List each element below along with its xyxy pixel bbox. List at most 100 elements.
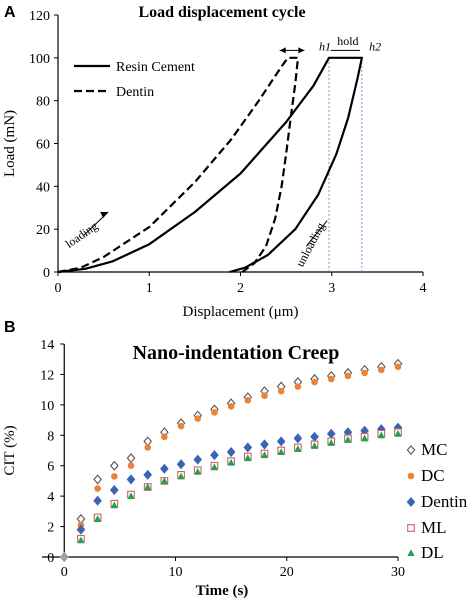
annotation-loading: loading: [63, 219, 101, 251]
y-tick-label: 4: [47, 490, 54, 505]
series-point-dc: [311, 378, 318, 386]
series-point-dl: [210, 463, 219, 471]
legend-marker: [406, 444, 416, 456]
legend-label: DL: [421, 543, 444, 562]
y-axis-title: Load (mN): [2, 110, 18, 177]
x-tick-label: 30: [391, 565, 405, 580]
x-tick-label: 0: [55, 281, 62, 296]
y-tick-label: 14: [40, 338, 54, 353]
series-point-dc: [244, 396, 252, 404]
x-tick-label: 3: [328, 281, 335, 296]
series-point-dl: [77, 536, 85, 544]
y-tick-label: 0: [43, 266, 50, 281]
annotation-h2: h2: [369, 39, 381, 53]
legend-marker: [407, 524, 415, 532]
series-point-dentin: [310, 431, 319, 442]
series-point-dc: [378, 366, 385, 374]
x-tick-label: 0: [61, 565, 68, 580]
legend-label: DC: [421, 466, 445, 485]
unloading-arrow: [305, 220, 328, 247]
series-point-dentin: [109, 485, 119, 496]
series-point-dl: [361, 434, 369, 442]
series-point-dentin: [260, 439, 269, 450]
series-point-dc: [327, 375, 335, 383]
legend-label: ML: [421, 518, 447, 537]
panel-label-a: A: [4, 4, 16, 21]
y-tick-label: 2: [47, 521, 54, 536]
series-point-dc: [94, 485, 101, 492]
series-point-dl: [310, 442, 319, 449]
panel-a: A Load displacement cycle 0 20 40 60 80 100 120 0…: [2, 4, 427, 320]
y-tick-label: 20: [36, 223, 50, 238]
legend-label: Resin Cement: [116, 60, 195, 75]
series-point-dl: [344, 436, 352, 443]
dentin-hold-arrowhead: [279, 47, 286, 54]
series-point-dentin: [160, 463, 169, 474]
y-tick-label: 100: [29, 52, 50, 67]
chart-title: Load displacement cycle: [138, 4, 305, 21]
series-point-dl: [377, 431, 385, 439]
y-tick-label: 80: [36, 95, 50, 110]
series-point-dentin: [293, 433, 303, 444]
y-tick-label: 40: [36, 180, 50, 195]
series-point-dentin: [176, 459, 186, 470]
series-point-dl: [194, 468, 202, 475]
series-point-dl: [277, 448, 285, 456]
series-point-dl: [59, 551, 69, 563]
series-point-dc: [144, 444, 151, 451]
x-axis-title: Displacement (μm): [183, 304, 299, 320]
series-point-dl: [127, 492, 135, 500]
loading-arrowhead: [100, 212, 109, 219]
series-point-dentin: [76, 524, 86, 535]
annotation-hold: hold: [337, 34, 358, 48]
x-axis-title: Time (s): [196, 583, 249, 599]
series-point-dc: [127, 462, 135, 470]
chart-title: Nano-indentation Creep: [133, 342, 340, 364]
series-line-dentin: [57, 56, 300, 274]
series-point-dentin: [226, 446, 236, 458]
series-point-dl: [94, 515, 102, 522]
series-point-dc: [177, 422, 185, 430]
series-point-dl: [244, 454, 252, 462]
series-point-dl: [327, 439, 335, 446]
annotation-h1: h1: [319, 39, 331, 53]
y-tick-label: 6: [47, 460, 54, 475]
legend-label: MC: [421, 440, 447, 459]
series-point-dc: [227, 403, 235, 410]
series-point-dl: [227, 458, 235, 466]
series-point-dentin: [276, 436, 286, 447]
legend-marker: [407, 549, 415, 556]
x-tick-label: 1: [146, 281, 153, 296]
series-point-dentin: [326, 428, 336, 439]
series-point-dl: [110, 501, 118, 509]
series-point-dentin: [93, 495, 102, 506]
annotation-unloading: unloading: [293, 220, 328, 269]
series-point-dl: [294, 445, 302, 452]
series-point-dc: [111, 473, 118, 480]
series-point-dl: [160, 477, 168, 484]
series-point-dentin: [193, 454, 203, 465]
series-point-mc: [93, 474, 102, 485]
y-tick-label: 8: [47, 429, 54, 444]
legend-label: Dentin: [421, 492, 468, 511]
panel-label-b: B: [4, 319, 16, 336]
series-point-dl: [144, 483, 152, 491]
series-point-dc: [194, 415, 202, 422]
legend-marker: [407, 472, 415, 480]
y-tick-label: 12: [40, 368, 54, 383]
y-tick-label: 120: [29, 9, 50, 24]
series-point-dc: [161, 433, 168, 441]
x-tick-label: 20: [280, 565, 294, 580]
series-point-dl: [394, 429, 402, 437]
y-tick-label: 0: [47, 551, 54, 566]
series-point-dc: [277, 387, 285, 395]
series-line-resin-cement: [57, 56, 363, 274]
legend-label: Dentin: [116, 85, 154, 100]
dentin-hold-arrowhead: [298, 47, 305, 54]
y-tick-label: 10: [40, 399, 54, 414]
series-point-dl: [260, 451, 269, 459]
series-point-dc: [261, 392, 268, 400]
series-point-dentin: [243, 442, 253, 453]
series-point-dc: [361, 369, 368, 377]
